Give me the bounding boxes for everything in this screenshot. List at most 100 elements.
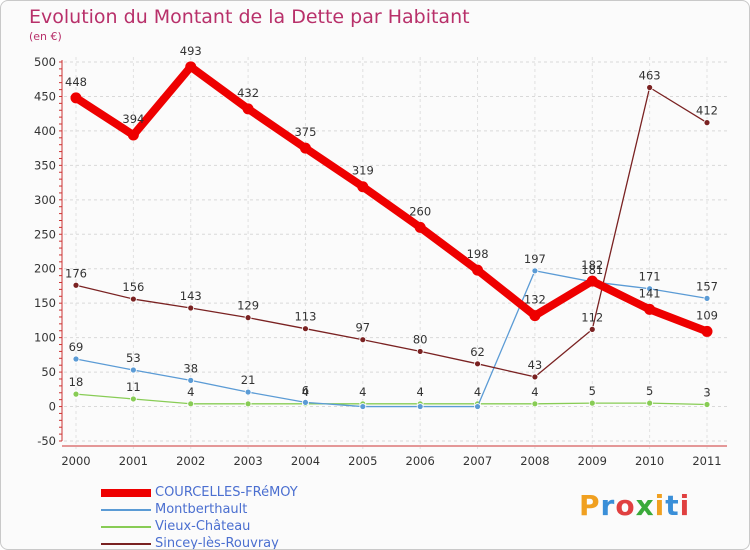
data-point-0 xyxy=(701,325,713,337)
data-label-3: 80 xyxy=(413,332,428,346)
data-point-3 xyxy=(72,281,80,289)
data-point-2 xyxy=(72,390,80,398)
y-tick-label: 100 xyxy=(34,331,56,345)
x-tick-label: 2008 xyxy=(520,454,549,468)
x-tick-label: 2009 xyxy=(578,454,607,468)
data-label-0: 448 xyxy=(65,75,87,89)
data-point-2 xyxy=(187,400,195,408)
data-label-3: 143 xyxy=(180,289,202,303)
data-label-2: 11 xyxy=(126,380,141,394)
logo-letter: x xyxy=(635,489,655,522)
data-point-3 xyxy=(703,119,711,127)
data-point-3 xyxy=(646,84,654,91)
data-label-0: 375 xyxy=(294,125,316,139)
data-point-0 xyxy=(644,303,656,315)
y-tick-label: 300 xyxy=(34,193,56,207)
legend-label: Montberthault xyxy=(155,502,248,517)
chart-subtitle: (en €) xyxy=(29,30,62,43)
y-tick-label: 250 xyxy=(34,227,56,241)
data-point-3 xyxy=(359,336,367,344)
x-tick-label: 2005 xyxy=(348,454,377,468)
data-point-1 xyxy=(416,403,424,410)
data-point-0 xyxy=(299,142,311,154)
data-label-1: 181 xyxy=(581,263,603,277)
data-point-0 xyxy=(70,92,82,104)
data-point-1 xyxy=(244,388,252,396)
data-label-3: 156 xyxy=(122,280,144,294)
data-label-1: 197 xyxy=(524,252,546,266)
x-tick-label: 2002 xyxy=(176,454,205,468)
data-label-0: 394 xyxy=(122,112,144,126)
data-label-1: 38 xyxy=(183,361,198,375)
data-point-1 xyxy=(474,403,481,410)
data-label-3: 176 xyxy=(65,266,87,280)
legend-label: Vieux-Château xyxy=(155,519,251,534)
data-label-0: 198 xyxy=(467,247,489,261)
y-tick-label: 450 xyxy=(34,89,56,103)
data-label-3: 43 xyxy=(528,358,543,372)
data-point-3 xyxy=(187,304,195,312)
data-label-2: 4 xyxy=(417,385,424,399)
x-tick-label: 2007 xyxy=(463,454,492,468)
legend-item: Sincey-lès-Rouvray xyxy=(101,535,298,550)
data-label-2: 4 xyxy=(531,385,538,399)
data-label-1: 69 xyxy=(69,340,84,354)
data-label-3: 62 xyxy=(470,345,485,359)
legend-item: Vieux-Château xyxy=(101,518,298,535)
legend: COURCELLES-FRéMOY Montberthault Vieux-Chât… xyxy=(101,484,298,550)
y-tick-label: 0 xyxy=(49,400,56,414)
x-tick-label: 2010 xyxy=(635,454,664,468)
legend-item: Montberthault xyxy=(101,501,298,518)
chart-title: Evolution du Montant de la Dette par Hab… xyxy=(29,6,470,28)
data-point-3 xyxy=(474,360,481,368)
legend-label: COURCELLES-FRéMOY xyxy=(155,485,298,500)
data-label-1: 21 xyxy=(241,373,256,387)
data-label-2: 4 xyxy=(359,385,366,399)
data-point-2 xyxy=(646,399,654,407)
data-label-2: 5 xyxy=(589,384,596,398)
series-line-0 xyxy=(72,62,711,336)
y-tick-label: 150 xyxy=(34,296,56,310)
y-tick-label: 350 xyxy=(34,158,56,172)
data-label-1: 171 xyxy=(639,270,661,284)
data-label-0: 260 xyxy=(409,204,431,218)
data-point-3 xyxy=(129,295,137,303)
data-point-3 xyxy=(588,325,596,333)
data-label-3: 113 xyxy=(294,310,316,324)
data-point-3 xyxy=(531,373,539,381)
data-label-2: 4 xyxy=(302,385,309,399)
legend-swatch xyxy=(101,542,151,545)
data-point-0 xyxy=(586,275,598,287)
data-label-0: 182 xyxy=(581,258,603,272)
x-tick-label: 2000 xyxy=(61,454,90,468)
data-label-1: 157 xyxy=(696,279,718,293)
data-label-0: 319 xyxy=(352,164,374,178)
data-label-0: 141 xyxy=(639,286,661,300)
legend-label: Sincey-lès-Rouvray xyxy=(155,536,279,550)
data-label-2: 4 xyxy=(474,385,481,399)
x-tick-label: 2011 xyxy=(692,454,721,468)
logo-letter: t xyxy=(665,489,680,522)
data-point-0 xyxy=(127,129,139,141)
data-point-3 xyxy=(302,325,309,333)
data-point-3 xyxy=(244,314,252,322)
legend-swatch xyxy=(101,488,151,497)
data-point-3 xyxy=(416,348,424,355)
data-point-1 xyxy=(187,376,195,384)
data-label-0: 432 xyxy=(237,86,259,100)
data-point-0 xyxy=(529,310,541,322)
data-point-0 xyxy=(242,103,254,115)
data-label-1: 53 xyxy=(126,351,141,365)
y-tick-label: 50 xyxy=(41,365,56,379)
data-label-2: 18 xyxy=(69,375,84,389)
legend-item: COURCELLES-FRéMOY xyxy=(101,484,298,501)
data-label-3: 112 xyxy=(581,310,603,324)
y-tick-label: -50 xyxy=(37,434,56,448)
data-point-2 xyxy=(129,395,137,403)
data-label-2: 5 xyxy=(646,384,653,398)
data-label-3: 463 xyxy=(639,68,661,82)
data-label-0: 132 xyxy=(524,293,546,307)
data-point-0 xyxy=(472,264,484,276)
legend-swatch xyxy=(101,508,151,511)
